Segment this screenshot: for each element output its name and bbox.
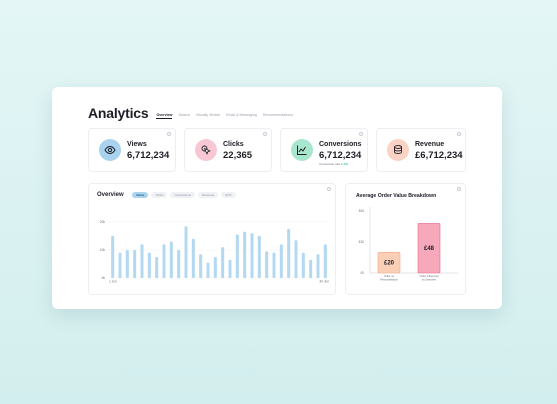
overview-bar[interactable]	[301, 252, 305, 278]
tab-email-messaging[interactable]: Email & Messaging	[226, 113, 257, 117]
x-start-label: 1 Jun	[109, 280, 117, 284]
tab-visually-similar[interactable]: Visually Similar	[195, 113, 221, 117]
y-tick-label: 20k	[100, 220, 106, 224]
overview-bar[interactable]	[272, 252, 276, 278]
conversion-rate-value: 1.7%	[341, 162, 348, 166]
tab-overview[interactable]: Overview	[156, 113, 173, 119]
aov-category-label: Order Influenced	[419, 274, 439, 278]
aov-category-label: by Searcher	[422, 277, 436, 281]
overview-bar[interactable]	[221, 247, 225, 278]
info-icon[interactable]	[167, 132, 171, 136]
overview-title: Overview	[97, 192, 124, 198]
overview-bar[interactable]	[155, 257, 159, 278]
overview-bar[interactable]	[228, 259, 232, 278]
y-tick-label: £30	[359, 240, 365, 244]
info-icon[interactable]	[327, 187, 331, 191]
stat-value: 22,365	[223, 150, 253, 161]
overview-bar[interactable]	[118, 252, 122, 278]
overview-bar[interactable]	[111, 236, 115, 278]
stat-label: Clicks	[223, 141, 244, 148]
info-icon[interactable]	[263, 132, 267, 136]
overview-bar[interactable]	[140, 244, 144, 278]
overview-bar[interactable]	[243, 231, 247, 278]
stat-card-clicks: Clicks 22,365	[184, 128, 272, 172]
overview-bar[interactable]	[250, 233, 254, 278]
overview-bar-chart: 20k 10k 0k1 Jun 30 Jun	[100, 220, 329, 284]
metric-pill-group: Views Clicks Conversions Revenue AOV	[132, 192, 239, 198]
tab-search[interactable]: Search	[178, 113, 190, 117]
aov-title: Average Order Value Breakdown	[356, 193, 437, 199]
info-icon[interactable]	[457, 187, 461, 191]
coins-icon	[387, 139, 409, 161]
pill-clicks[interactable]: Clicks	[151, 192, 168, 198]
overview-bar[interactable]	[257, 236, 261, 278]
aov-bar[interactable]	[417, 223, 441, 274]
stat-label: Views	[127, 141, 147, 148]
stat-card-revenue: Revenue £6,712,234	[376, 128, 466, 172]
tab-recommendations[interactable]: Recommendations	[262, 113, 293, 117]
line-chart-icon	[291, 139, 313, 161]
y-tick-label: £0	[360, 271, 364, 275]
overview-bar[interactable]	[133, 250, 137, 278]
stat-value: £6,712,234	[415, 150, 463, 161]
analytics-window: Analytics Overview Search Visually Simil…	[52, 87, 502, 309]
overview-bar[interactable]	[309, 259, 313, 278]
info-icon[interactable]	[359, 132, 363, 136]
overview-bar[interactable]	[279, 244, 283, 278]
overview-bar[interactable]	[162, 244, 166, 278]
tab-bar: Overview Search Visually Similar Email &…	[156, 113, 298, 121]
overview-bar[interactable]	[177, 250, 181, 278]
aov-bar[interactable]	[377, 252, 401, 274]
overview-bar[interactable]	[316, 254, 320, 278]
overview-bar[interactable]	[323, 244, 327, 278]
cursor-click-icon	[195, 139, 217, 161]
stat-card-conversions: Conversions 6,712,234 Conversion rate 1.…	[280, 128, 368, 172]
overview-bar[interactable]	[294, 240, 298, 278]
page-header: Analytics Overview Search Visually Simil…	[88, 105, 299, 121]
pill-aov[interactable]: AOV	[221, 192, 236, 198]
eye-icon	[99, 139, 121, 161]
overview-bar[interactable]	[147, 252, 151, 278]
pill-views[interactable]: Views	[132, 192, 149, 198]
aov-bar-value-label: £48	[424, 246, 435, 252]
y-tick-label: 0k	[102, 276, 106, 280]
overview-bar[interactable]	[213, 257, 217, 278]
page-title: Analytics	[88, 105, 149, 121]
stat-card-views: Views 6,712,234	[88, 128, 176, 172]
info-icon[interactable]	[457, 132, 461, 136]
aov-breakdown-card: Average Order Value Breakdown £60 £30 £0 £2…	[345, 183, 466, 295]
overview-bar[interactable]	[206, 262, 210, 278]
overview-card: Overview Views Clicks Conversions Revenu…	[88, 183, 336, 295]
y-tick-label: 10k	[100, 248, 106, 252]
overview-bar[interactable]	[191, 238, 195, 278]
pill-revenue[interactable]: Revenue	[198, 192, 219, 198]
aov-bar-value-label: £20	[384, 261, 395, 267]
stat-label: Revenue	[415, 141, 445, 148]
conversion-rate-label: Conversion rate	[319, 162, 341, 166]
conversion-rate: Conversion rate 1.7%	[319, 162, 348, 166]
overview-bar[interactable]	[265, 251, 269, 278]
overview-bar[interactable]	[235, 234, 239, 278]
aov-category-label: Order no	[384, 274, 395, 278]
stat-label: Conversions	[319, 141, 362, 148]
y-tick-label: £60	[359, 209, 365, 213]
overview-bar[interactable]	[287, 229, 291, 278]
overview-bar[interactable]	[184, 226, 188, 278]
x-end-label: 30 Jun	[319, 280, 329, 284]
stat-value: 6,712,234	[127, 150, 170, 161]
overview-bar[interactable]	[169, 241, 173, 278]
pill-conversions[interactable]: Conversions	[170, 192, 196, 198]
overview-bar[interactable]	[125, 250, 129, 278]
stat-value: 6,712,234	[319, 150, 362, 161]
overview-bar[interactable]	[199, 254, 203, 278]
aov-category-label: Personalisation	[380, 277, 398, 281]
